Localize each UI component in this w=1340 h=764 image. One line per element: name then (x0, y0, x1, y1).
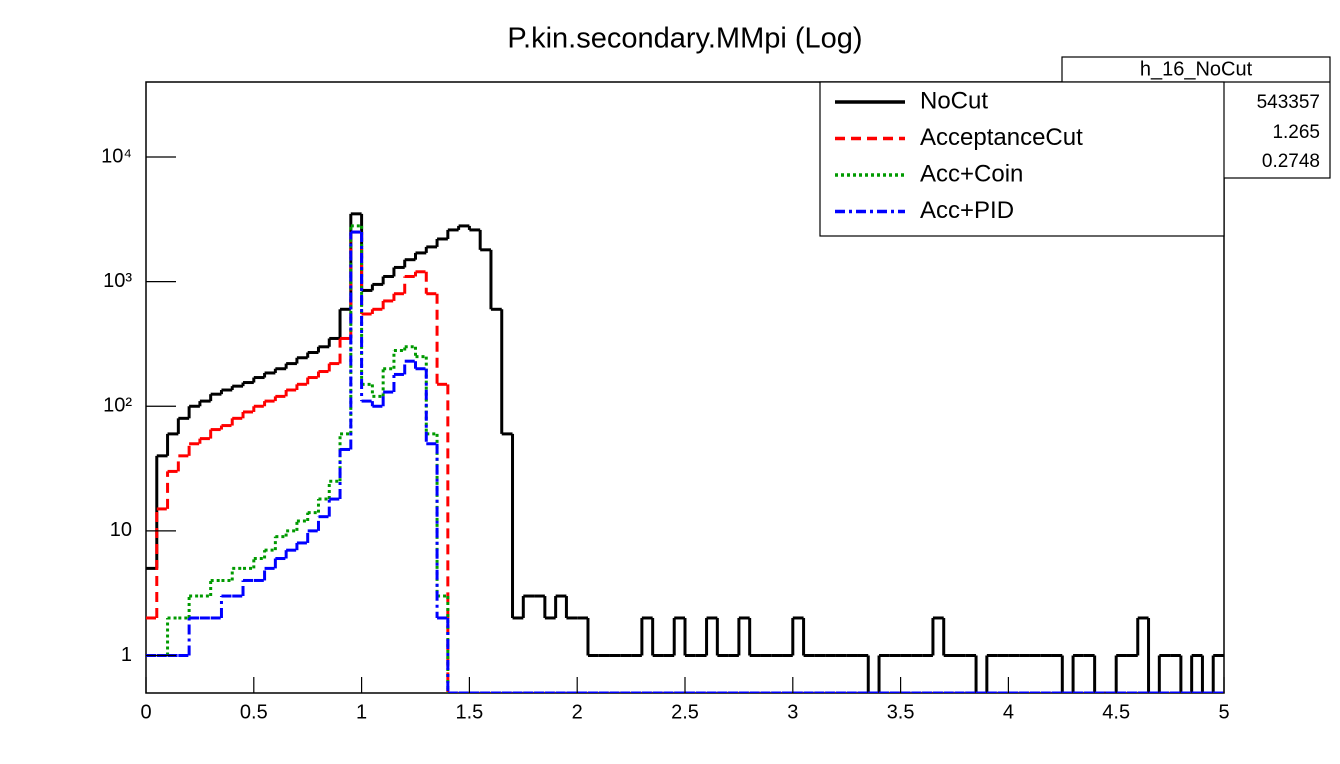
legend-label: AcceptanceCut (920, 124, 1083, 151)
axes: 0 0.5 1 1.5 2 2.5 3 3.5 4 4.5 5 1 10 10² 10³ 10⁴ (101, 145, 1229, 723)
x-tick-label: 2.5 (671, 701, 699, 723)
y-tick-label: 1 (121, 644, 132, 666)
x-tick-label: 3 (787, 701, 798, 723)
legend-label: NoCut (920, 87, 988, 114)
stats-value: 0.2748 (1262, 151, 1320, 172)
x-tick-label: 3.5 (887, 701, 915, 723)
legend: NoCut AcceptanceCut Acc+Coin Acc+PID (819, 81, 1225, 237)
x-tick-label: 0 (140, 701, 151, 723)
y-tick-label: 10³ (103, 270, 132, 292)
x-tick-label: 5 (1218, 701, 1229, 723)
stats-value: 1.265 (1272, 122, 1320, 143)
x-tick-label: 4 (1003, 701, 1014, 723)
x-tick-label: 1 (356, 701, 367, 723)
legend-label: Acc+PID (920, 197, 1014, 224)
stats-title: h_16_NoCut (1140, 58, 1253, 80)
x-tick-label: 1.5 (455, 701, 483, 723)
y-tick-label: 10 (110, 519, 132, 541)
x-tick-label: 4.5 (1102, 701, 1130, 723)
legend-label: Acc+Coin (920, 160, 1023, 187)
x-tick-label: 0.5 (240, 701, 268, 723)
y-tick-label: 10² (103, 395, 132, 417)
x-tick-label: 2 (572, 701, 583, 723)
stats-value: 543357 (1257, 92, 1320, 113)
y-tick-label: 10⁴ (101, 145, 132, 167)
legend-frame (819, 81, 1225, 237)
chart-title: P.kin.secondary.MMpi (Log) (507, 23, 862, 55)
